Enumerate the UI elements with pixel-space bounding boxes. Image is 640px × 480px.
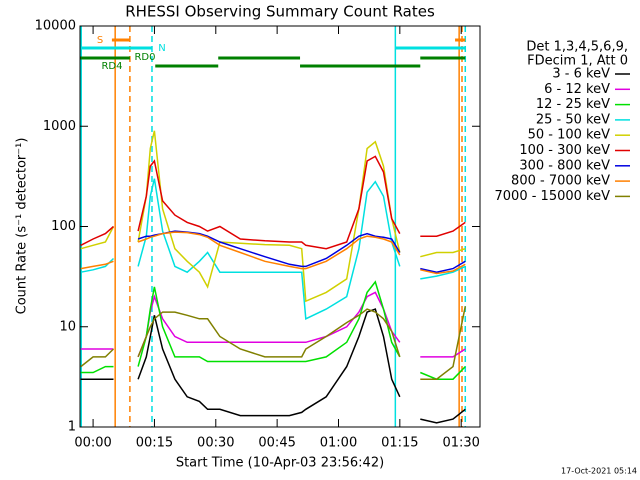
y-axis-label: Count Rate (s⁻¹ detector⁻¹) [15, 138, 30, 315]
x-axis-label: Start Time (10-Apr-03 23:56:42) [176, 456, 384, 471]
legend-label: 7000 - 15000 keV [495, 189, 611, 204]
legend-label: 6 - 12 keV [544, 82, 610, 97]
legend-label: 50 - 100 keV [528, 128, 611, 143]
footer: 17-Oct-2021 05:14 [561, 467, 637, 476]
flag-label: RD0 [134, 52, 155, 63]
series-line [80, 308, 466, 424]
series-line [80, 130, 466, 303]
series-line [80, 155, 466, 250]
flag-label: N [158, 43, 165, 54]
x-tick-label: 00:30 [197, 436, 234, 451]
legend-label: 12 - 25 keV [536, 97, 610, 112]
y-tick-label: 10000 [35, 19, 76, 34]
legend-label: 100 - 300 keV [519, 143, 610, 158]
x-tick-label: 00:45 [258, 436, 295, 451]
series-line [80, 231, 466, 275]
x-tick-label: 01:15 [381, 436, 418, 451]
legend-header: FDecim 1, Att 0 [527, 54, 628, 69]
legend-label: 25 - 50 keV [536, 112, 610, 127]
legend-label: 300 - 800 keV [519, 158, 610, 173]
x-tick-label: 00:15 [136, 436, 173, 451]
x-tick-label: 00:00 [74, 436, 111, 451]
x-tick-label: 01:30 [442, 436, 479, 451]
legend-header: Det 1,3,4,5,6,9, [526, 40, 628, 55]
y-tick-label: 10 [59, 319, 76, 334]
y-tick-label: 1 [68, 420, 76, 435]
flag-label: S [97, 35, 103, 46]
chart-title: RHESSI Observing Summary Count Rates [125, 3, 435, 21]
y-tick-label: 100 [51, 219, 76, 234]
x-tick-label: 01:00 [320, 436, 357, 451]
legend-label: 800 - 7000 keV [511, 174, 610, 189]
flag-label: RD4 [101, 61, 122, 72]
series-line [80, 306, 467, 380]
y-tick-label: 1000 [43, 119, 76, 134]
legend-label: 3 - 6 keV [552, 67, 610, 82]
